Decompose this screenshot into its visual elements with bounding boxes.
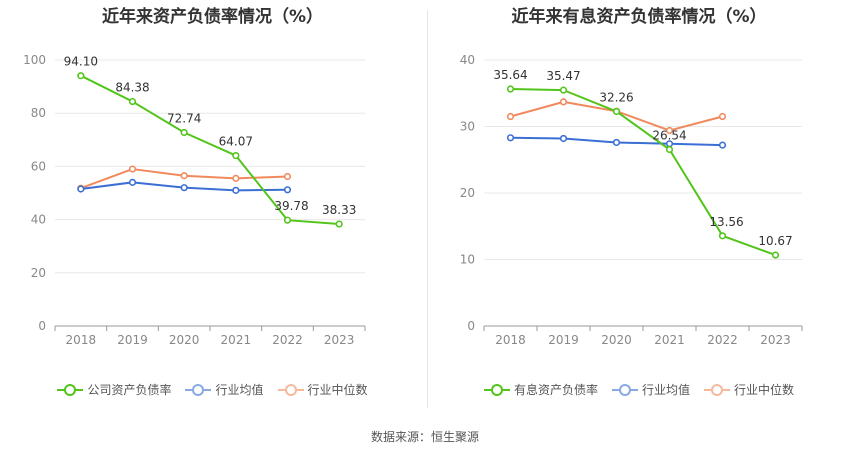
y-tick-label: 40 <box>460 53 475 67</box>
data-point <box>559 98 568 106</box>
y-tick-label: 100 <box>23 53 46 67</box>
legend-item[interactable]: 行业均值 <box>611 381 690 398</box>
data-point <box>559 86 568 94</box>
legend-item[interactable]: 行业均值 <box>185 381 264 398</box>
y-tick-label: 0 <box>467 319 475 333</box>
x-tick-label: 2018 <box>495 333 526 347</box>
data-label: 35.47 <box>546 69 580 83</box>
data-point <box>128 97 137 106</box>
y-tick-label: 0 <box>38 319 46 333</box>
legend-item[interactable]: 行业中位数 <box>704 381 794 398</box>
line-chart-interest-debt-ratio: 0 10 20 30 40 2018 2019 2020 2021 2022 2023 35.64 35… <box>460 53 803 347</box>
data-point <box>771 251 780 259</box>
data-point <box>283 186 292 194</box>
data-point <box>718 141 727 149</box>
data-point <box>180 184 188 192</box>
data-point <box>718 112 727 121</box>
x-tick-label: 2023 <box>324 333 355 347</box>
y-tick-label: 10 <box>460 253 475 267</box>
data-point <box>128 165 137 173</box>
data-point <box>665 145 674 154</box>
data-point <box>612 107 621 116</box>
legend-item[interactable]: 有息资产负债率 <box>483 381 598 398</box>
data-point <box>506 112 515 121</box>
legend-line-marker-icon <box>483 383 510 397</box>
legend-label: 行业均值 <box>215 383 264 397</box>
y-tick-label: 60 <box>31 159 46 173</box>
x-tick-label: 2018 <box>66 333 97 347</box>
y-tick-label: 30 <box>460 120 475 134</box>
data-label: 39.78 <box>274 199 308 213</box>
data-point <box>180 172 188 180</box>
x-tick-label: 2020 <box>169 333 200 347</box>
legend-label: 公司资产负债率 <box>87 383 172 397</box>
panel-divider <box>427 10 428 408</box>
data-label: 10.67 <box>758 234 792 248</box>
legend-label: 行业中位数 <box>734 383 795 397</box>
legend-line-marker-icon <box>277 383 304 397</box>
legend-line-marker-icon <box>611 383 638 397</box>
x-tick-label: 2023 <box>760 333 791 347</box>
data-label: 64.07 <box>219 135 253 149</box>
data-label: 72.74 <box>167 112 201 126</box>
x-tick-label: 2019 <box>548 333 579 347</box>
legend-label: 行业中位数 <box>307 383 368 397</box>
data-point <box>612 138 621 147</box>
x-tick-label: 2021 <box>221 333 252 347</box>
chart-panel-interest-debt-ratio: 近年来有息资产负债率情况（%） 0 10 20 30 40 2018 2019 2020 202… <box>428 0 850 410</box>
data-label: 84.38 <box>115 81 149 95</box>
data-point <box>506 85 515 93</box>
data-label: 35.64 <box>493 68 527 82</box>
x-tick-label: 2021 <box>654 333 685 347</box>
legend-label: 有息资产负债率 <box>513 383 598 397</box>
chart-panel-debt-ratio: 近年来资产负债率情况（%） 0 20 40 60 80 100 2018 2019 2020 20… <box>0 0 425 410</box>
chart-legend: 有息资产负债率 行业均值 行业中位数 <box>428 381 850 398</box>
legend-line-marker-icon <box>185 383 212 397</box>
data-point <box>718 232 727 240</box>
data-source-note: 数据来源：恒生聚源 <box>370 430 479 444</box>
data-point <box>77 72 85 80</box>
chart-title: 近年来资产负债率情况（%） <box>101 7 324 27</box>
data-point <box>283 216 292 224</box>
y-tick-label: 20 <box>31 266 46 280</box>
data-label: 26.54 <box>652 129 686 143</box>
line-chart-debt-ratio: 0 20 40 60 80 100 2018 2019 2020 2021 2022 2023 94.1… <box>23 53 366 347</box>
x-tick-label: 2020 <box>601 333 632 347</box>
data-point <box>232 174 240 182</box>
data-label: 13.56 <box>709 215 743 229</box>
legend-item[interactable]: 公司资产负债率 <box>57 381 171 398</box>
y-tick-label: 40 <box>31 213 46 227</box>
chart-title: 近年来有息资产负债率情况（%） <box>511 7 767 27</box>
y-tick-label: 80 <box>31 106 46 120</box>
series-line <box>80 74 340 226</box>
legend-line-marker-icon <box>57 383 84 397</box>
data-point <box>506 134 515 142</box>
chart-legend: 公司资产负债率 行业均值 行业中位数 <box>0 381 425 398</box>
x-tick-label: 2022 <box>272 333 303 347</box>
data-label: 94.10 <box>64 55 98 69</box>
data-point <box>128 178 137 186</box>
data-point <box>180 128 188 137</box>
legend-item[interactable]: 行业中位数 <box>277 381 368 398</box>
data-label: 32.26 <box>599 90 633 104</box>
x-tick-label: 2022 <box>707 333 738 347</box>
legend-label: 行业均值 <box>641 383 690 397</box>
data-point <box>665 126 674 135</box>
data-label: 38.33 <box>322 203 356 217</box>
legend-line-marker-icon <box>704 383 730 397</box>
series-line <box>510 87 776 256</box>
data-point <box>335 220 343 228</box>
data-point <box>283 172 292 181</box>
data-point <box>232 151 240 160</box>
x-tick-label: 2019 <box>117 333 148 347</box>
data-point <box>232 186 240 194</box>
data-point <box>559 134 568 143</box>
data-point <box>77 185 85 193</box>
y-tick-label: 20 <box>460 186 475 200</box>
